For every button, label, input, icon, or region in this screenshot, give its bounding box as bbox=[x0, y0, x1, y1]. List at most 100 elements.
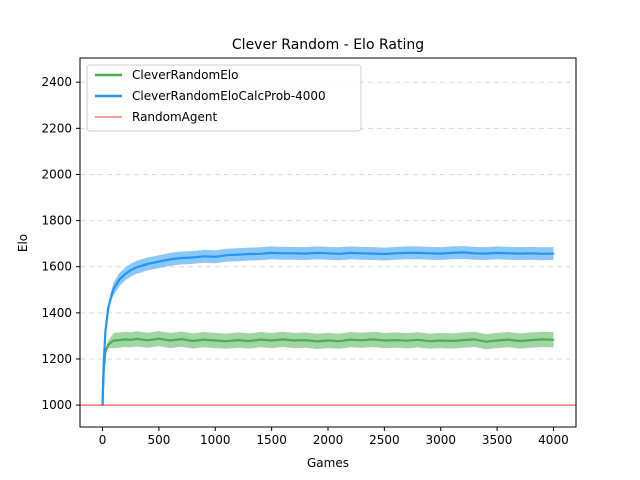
x-tick-label: 500 bbox=[147, 433, 170, 447]
data-point-cleverrandomelocalcprob-4000 bbox=[462, 251, 465, 254]
data-point-cleverrandomelocalcprob-4000 bbox=[383, 253, 386, 255]
x-tick-label: 4000 bbox=[538, 433, 569, 447]
data-point-cleverrandomelocalcprob-4000 bbox=[439, 252, 442, 255]
data-point-cleverrandomelo bbox=[496, 339, 498, 342]
data-point-cleverrandomelocalcprob-4000 bbox=[104, 330, 107, 333]
data-point-cleverrandomelo bbox=[203, 338, 205, 341]
data-point-cleverrandomelocalcprob-4000 bbox=[118, 278, 121, 281]
data-point-cleverrandomelocalcprob-4000 bbox=[203, 255, 205, 258]
data-point-cleverrandomelo bbox=[282, 338, 284, 341]
data-point-cleverrandomelo bbox=[383, 339, 386, 342]
data-point-cleverrandomelocalcprob-4000 bbox=[102, 362, 105, 365]
data-point-cleverrandomelo bbox=[270, 339, 273, 342]
data-point-cleverrandomelocalcprob-4000 bbox=[236, 253, 239, 256]
data-point-cleverrandomelo bbox=[439, 339, 442, 342]
x-tick-label: 2000 bbox=[313, 433, 344, 447]
confidence-band-cleverrandomelo bbox=[102, 331, 554, 406]
data-point-cleverrandomelocalcprob-4000 bbox=[169, 258, 172, 261]
data-point-cleverrandomelo bbox=[417, 338, 420, 341]
data-point-cleverrandomelocalcprob-4000 bbox=[417, 252, 420, 254]
data-point-cleverrandomelo bbox=[304, 339, 307, 341]
data-point-cleverrandomelo bbox=[541, 338, 544, 341]
data-point-cleverrandomelo bbox=[451, 340, 453, 342]
y-tick-label: 2000 bbox=[41, 167, 72, 181]
data-point-cleverrandomelo bbox=[518, 340, 521, 342]
x-tick-label: 1000 bbox=[200, 433, 231, 447]
data-point-cleverrandomelocalcprob-4000 bbox=[135, 266, 138, 269]
data-point-cleverrandomelocalcprob-4000 bbox=[112, 287, 115, 290]
data-point-cleverrandomelocalcprob-4000 bbox=[541, 252, 544, 255]
y-tick-label: 1200 bbox=[41, 352, 72, 366]
data-point-cleverrandomelocalcprob-4000 bbox=[225, 254, 228, 257]
data-point-cleverrandomelocalcprob-4000 bbox=[214, 255, 217, 258]
data-point-cleverrandomelo bbox=[315, 340, 318, 343]
data-point-cleverrandomelo bbox=[349, 338, 352, 341]
data-point-cleverrandomelocalcprob-4000 bbox=[110, 295, 112, 298]
data-point-cleverrandomelocalcprob-4000 bbox=[530, 252, 532, 255]
x-axis-ticks: 0 500 1000 1500 2000 2500 3000 3500 4000 bbox=[99, 427, 569, 447]
legend-box bbox=[86, 64, 362, 132]
data-point-cleverrandomelocalcprob-4000 bbox=[248, 253, 251, 255]
legend-label: CleverRandomElo bbox=[132, 68, 238, 82]
data-point-cleverrandomelocalcprob-4000 bbox=[552, 252, 555, 255]
x-axis-label: Games bbox=[307, 456, 349, 470]
data-point-cleverrandomelocalcprob-4000 bbox=[338, 252, 341, 255]
data-point-cleverrandomelo bbox=[259, 338, 262, 341]
data-point-cleverrandomelo bbox=[484, 340, 487, 343]
data-point-cleverrandomelocalcprob-4000 bbox=[406, 252, 408, 254]
data-point-cleverrandomelo bbox=[146, 339, 149, 342]
data-point-cleverrandomelo bbox=[107, 343, 110, 346]
data-point-cleverrandomelocalcprob-4000 bbox=[107, 307, 110, 310]
legend-label: RandomAgent bbox=[132, 110, 217, 124]
data-point-cleverrandomelo bbox=[191, 340, 194, 342]
data-point-cleverrandomelocalcprob-4000 bbox=[315, 252, 318, 254]
x-tick-label: 3500 bbox=[482, 433, 513, 447]
data-point-cleverrandomelo bbox=[169, 339, 172, 342]
data-point-cleverrandomelocalcprob-4000 bbox=[496, 252, 498, 254]
data-point-cleverrandomelo bbox=[293, 339, 296, 342]
data-point-cleverrandomelo bbox=[248, 340, 251, 342]
data-point-cleverrandomelocalcprob-4000 bbox=[158, 260, 160, 263]
data-point-cleverrandomelo bbox=[360, 339, 363, 342]
x-tick-label: 3000 bbox=[425, 433, 456, 447]
data-point-cleverrandomelocalcprob-4000 bbox=[484, 252, 487, 255]
data-point-cleverrandomelo bbox=[462, 339, 465, 341]
data-point-cleverrandomelo bbox=[473, 338, 476, 341]
data-point-cleverrandomelo bbox=[124, 338, 126, 341]
data-point-cleverrandomelocalcprob-4000 bbox=[372, 252, 374, 255]
data-point-cleverrandomelocalcprob-4000 bbox=[180, 257, 183, 259]
y-tick-label: 1400 bbox=[41, 306, 72, 320]
data-point-cleverrandomelocalcprob-4000 bbox=[428, 252, 431, 255]
data-point-cleverrandomelo bbox=[394, 339, 397, 341]
data-point-cleverrandomelo bbox=[110, 341, 112, 344]
data-point-cleverrandomelo bbox=[236, 339, 239, 341]
y-tick-label: 2200 bbox=[41, 121, 72, 135]
series-lines bbox=[80, 251, 576, 406]
y-axis-ticks: 1000 1200 1400 1600 1800 2000 2200 2400 bbox=[41, 75, 80, 412]
data-point-cleverrandomelo bbox=[118, 339, 121, 341]
data-point-cleverrandomelocalcprob-4000 bbox=[473, 252, 476, 255]
data-point-cleverrandomelo bbox=[507, 338, 510, 341]
data-point-cleverrandomelocalcprob-4000 bbox=[349, 252, 352, 254]
data-point-cleverrandomelocalcprob-4000 bbox=[518, 252, 521, 255]
data-point-cleverrandomelocalcprob-4000 bbox=[146, 263, 149, 265]
y-tick-label: 1000 bbox=[41, 398, 72, 412]
y-tick-label: 1600 bbox=[41, 260, 72, 274]
data-point-cleverrandomelo bbox=[428, 340, 431, 343]
y-tick-label: 2400 bbox=[41, 75, 72, 89]
data-point-cleverrandomelo bbox=[214, 339, 217, 342]
x-tick-label: 0 bbox=[99, 433, 107, 447]
data-point-cleverrandomelo bbox=[112, 339, 115, 342]
data-point-cleverrandomelocalcprob-4000 bbox=[394, 252, 397, 255]
data-point-cleverrandomelo bbox=[180, 338, 183, 340]
data-point-cleverrandomelocalcprob-4000 bbox=[360, 252, 363, 255]
data-point-cleverrandomelocalcprob-4000 bbox=[191, 256, 194, 259]
data-point-cleverrandomelo bbox=[158, 337, 160, 340]
data-point-cleverrandomelo bbox=[327, 339, 329, 342]
y-axis-label: Elo bbox=[16, 234, 30, 252]
data-point-cleverrandomelo bbox=[129, 338, 132, 341]
data-point-cleverrandomelo bbox=[225, 340, 228, 343]
data-point-cleverrandomelo bbox=[552, 338, 555, 341]
legend-label: CleverRandomEloCalcProb-4000 bbox=[132, 89, 326, 103]
